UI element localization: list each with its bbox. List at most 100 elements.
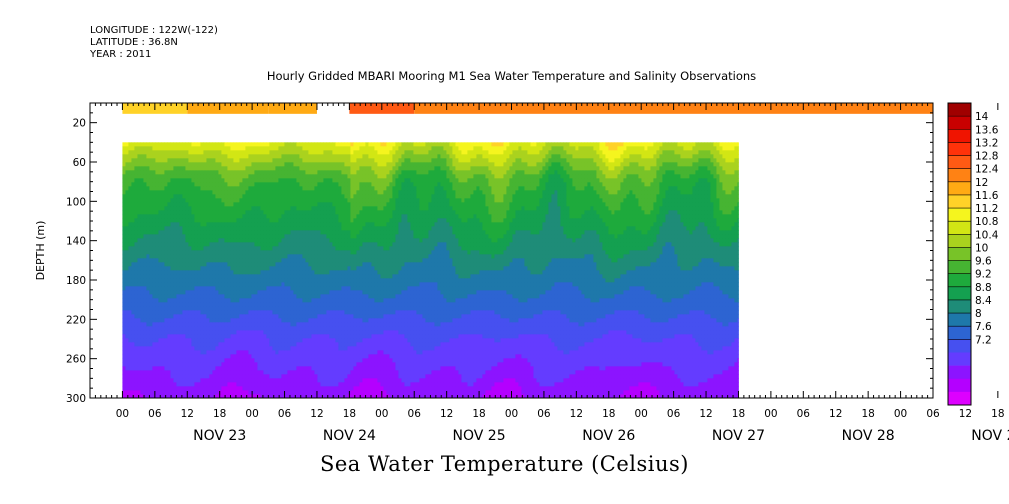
heatmap-cell xyxy=(278,262,282,267)
heatmap-cell xyxy=(155,258,159,263)
heatmap-cell xyxy=(221,190,225,195)
heatmap-cell xyxy=(341,314,345,319)
heatmap-cell xyxy=(293,222,297,227)
heatmap-cell xyxy=(221,310,225,315)
heatmap-cell xyxy=(275,298,279,303)
heatmap-cell xyxy=(335,222,339,227)
heatmap-cell xyxy=(125,322,129,327)
heatmap-cell xyxy=(125,318,129,323)
heatmap-cell xyxy=(350,366,354,371)
heatmap-cell xyxy=(137,238,141,243)
heatmap-cell xyxy=(131,258,135,263)
heatmap-cell xyxy=(215,270,219,275)
heatmap-cell xyxy=(188,258,192,263)
heatmap-cell xyxy=(221,214,225,219)
heatmap-cell xyxy=(257,274,261,279)
heatmap-cell xyxy=(281,374,285,379)
heatmap-cell xyxy=(143,298,147,303)
heatmap-cell xyxy=(281,178,285,183)
heatmap-cell xyxy=(200,218,204,223)
heatmap-cell xyxy=(146,250,150,255)
heatmap-cell xyxy=(224,254,228,259)
heatmap-cell xyxy=(308,214,312,219)
heatmap-cell xyxy=(161,322,165,327)
heatmap-cell xyxy=(278,298,282,303)
heatmap-cell xyxy=(308,298,312,303)
heatmap-cell xyxy=(212,238,216,243)
heatmap-cell xyxy=(233,246,237,251)
heatmap-cell xyxy=(167,158,171,163)
heatmap-cell xyxy=(305,186,309,191)
heatmap-cell xyxy=(143,290,147,295)
heatmap-cell xyxy=(257,346,261,351)
heatmap-cell xyxy=(233,182,237,187)
heatmap-cell xyxy=(320,182,324,187)
heatmap-cell xyxy=(287,182,291,187)
heatmap-cell xyxy=(158,186,162,191)
heatmap-cell xyxy=(281,238,285,243)
heatmap-cell xyxy=(182,198,186,203)
heatmap-cell xyxy=(167,206,171,211)
heatmap-cell xyxy=(161,314,165,319)
heatmap-cell xyxy=(176,374,180,379)
heatmap-cell xyxy=(281,254,285,259)
heatmap-cell xyxy=(140,382,144,387)
heatmap-cell xyxy=(332,342,336,347)
heatmap-cell xyxy=(209,222,213,227)
heatmap-cell xyxy=(275,282,279,287)
heatmap-cell xyxy=(287,346,291,351)
heatmap-cell xyxy=(140,222,144,227)
heatmap-cell xyxy=(245,270,249,275)
heatmap-cell xyxy=(341,338,345,343)
heatmap-cell xyxy=(224,378,228,383)
heatmap-cell xyxy=(149,294,153,299)
heatmap-cell xyxy=(278,378,282,383)
heatmap-cell xyxy=(293,338,297,343)
heatmap-cell xyxy=(200,262,204,267)
heatmap-cell xyxy=(326,382,330,387)
heatmap-cell xyxy=(224,270,228,275)
heatmap-cell xyxy=(200,298,204,303)
heatmap-cell xyxy=(341,218,345,223)
heatmap-cell xyxy=(311,178,315,183)
heatmap-cell xyxy=(341,262,345,267)
heatmap-cell xyxy=(260,370,264,375)
heatmap-cell xyxy=(299,194,303,199)
heatmap-cell xyxy=(134,174,138,179)
heatmap-cell xyxy=(305,170,309,175)
heatmap-cell xyxy=(239,254,243,259)
heatmap-cell xyxy=(236,318,240,323)
heatmap-cell xyxy=(260,298,264,303)
heatmap-cell xyxy=(206,378,210,383)
heatmap-cell xyxy=(344,170,348,175)
heatmap-cell xyxy=(314,194,318,199)
heatmap-cell xyxy=(176,174,180,179)
heatmap-cell xyxy=(179,158,183,163)
heatmap-cell xyxy=(122,326,126,331)
heatmap-cell xyxy=(179,242,183,247)
heatmap-cell xyxy=(299,338,303,343)
heatmap-cell xyxy=(257,170,261,175)
heatmap-cell xyxy=(122,158,126,163)
heatmap-cell xyxy=(269,274,273,279)
heatmap-cell xyxy=(278,282,282,287)
heatmap-cell xyxy=(215,342,219,347)
heatmap-cell xyxy=(143,326,147,331)
heatmap-cell xyxy=(239,258,243,263)
heatmap-cell xyxy=(269,242,273,247)
heatmap-cell xyxy=(281,270,285,275)
heatmap-cell xyxy=(284,386,288,391)
heatmap-cell xyxy=(251,242,255,247)
heatmap-cell xyxy=(131,330,135,335)
heatmap-cell xyxy=(236,190,240,195)
heatmap-cell xyxy=(167,254,171,259)
heatmap-cell xyxy=(227,278,231,283)
heatmap-cell xyxy=(173,394,177,399)
heatmap-cell xyxy=(128,386,132,391)
heatmap-cell xyxy=(212,230,216,235)
heatmap-cell xyxy=(254,170,258,175)
heatmap-cell xyxy=(350,170,354,175)
heatmap-cell xyxy=(257,326,261,331)
heatmap-cell xyxy=(299,346,303,351)
heatmap-cell xyxy=(185,362,189,367)
